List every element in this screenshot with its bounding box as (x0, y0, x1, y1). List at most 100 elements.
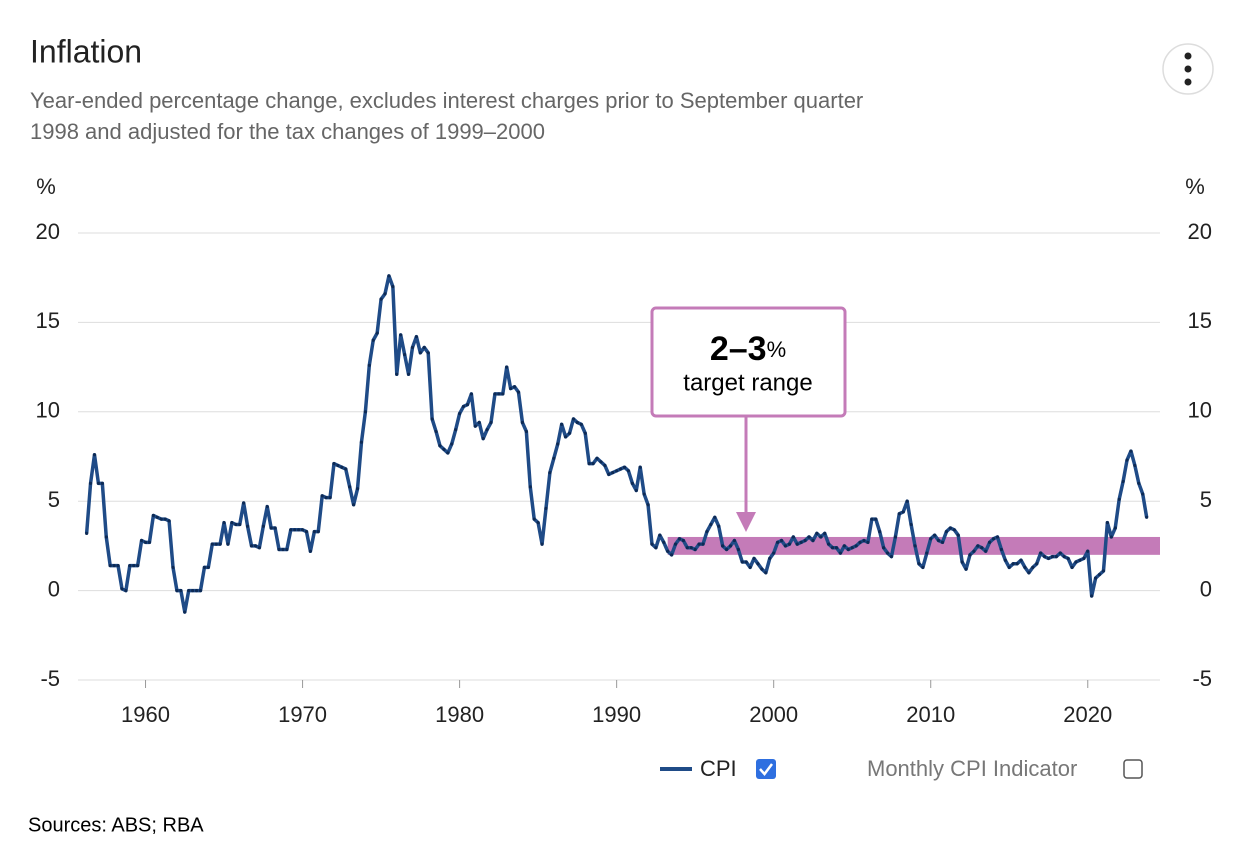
data-point (85, 531, 89, 535)
data-point (776, 540, 780, 544)
data-point (355, 487, 360, 491)
y-tick-label: 10 (36, 398, 60, 423)
data-point (772, 551, 776, 555)
data-point (1113, 526, 1117, 530)
checkmark (759, 763, 773, 776)
annotation-value: 2–3% (710, 330, 786, 368)
legend-checkbox[interactable] (1123, 759, 1143, 779)
data-point (100, 481, 104, 485)
data-point (823, 531, 827, 535)
data-point (108, 563, 112, 568)
legend-item[interactable]: CPI (660, 756, 776, 781)
data-point (422, 345, 426, 350)
data-point (618, 467, 623, 471)
data-point (261, 524, 265, 528)
data-point (795, 542, 799, 546)
data-point (179, 589, 183, 593)
y2-tick-label: 0 (1200, 576, 1212, 601)
data-point (968, 553, 972, 557)
data-point (92, 453, 97, 457)
data-point (501, 392, 505, 396)
data-point (458, 411, 462, 416)
data-point (1137, 481, 1141, 485)
data-point (842, 544, 846, 548)
data-point (540, 542, 544, 546)
y2-tick-label: 10 (1188, 398, 1212, 423)
data-point (909, 522, 913, 527)
data-point (658, 533, 662, 537)
data-point (136, 563, 140, 568)
data-point (991, 537, 996, 541)
data-point (905, 499, 909, 503)
data-point (214, 542, 218, 546)
data-point (265, 504, 269, 509)
x-tick-label: 2010 (906, 702, 955, 727)
data-point (1042, 555, 1047, 559)
data-point (352, 503, 356, 507)
chart-subtitle: 1998 and adjusted for the tax changes of… (30, 119, 545, 144)
data-point (944, 529, 949, 534)
data-point (532, 517, 536, 521)
data-point (988, 540, 992, 544)
data-point (489, 420, 493, 425)
legend-item[interactable]: Monthly CPI Indicator (867, 756, 1143, 781)
data-point (984, 549, 988, 553)
data-point (1129, 449, 1133, 453)
data-point (721, 544, 725, 548)
data-point (615, 469, 619, 473)
data-point (1109, 535, 1113, 539)
data-point (297, 528, 301, 532)
data-point (556, 442, 560, 446)
data-point (249, 544, 254, 548)
data-point (410, 345, 415, 350)
data-point (846, 547, 850, 552)
data-point (799, 540, 803, 544)
data-point (391, 285, 395, 289)
annotation-unit: % (767, 337, 787, 362)
data-point (363, 410, 367, 414)
data-point (834, 546, 839, 550)
data-point (159, 517, 163, 521)
data-point (1097, 572, 1102, 577)
data-point (827, 542, 831, 546)
x-tick-label: 2020 (1063, 702, 1112, 727)
data-point (768, 556, 772, 561)
y-axis-label: % (36, 174, 56, 199)
data-point (293, 528, 297, 532)
data-point (1058, 551, 1062, 555)
data-point (960, 560, 964, 564)
data-point (120, 587, 124, 591)
data-point (246, 524, 250, 528)
data-point (1023, 565, 1027, 569)
data-point (713, 515, 717, 519)
legend-label: CPI (700, 756, 737, 781)
data-point (147, 540, 152, 544)
data-point (124, 589, 128, 593)
menu-button[interactable] (1162, 43, 1214, 95)
y2-tick-label: 5 (1200, 487, 1212, 512)
data-point (1074, 560, 1078, 564)
legend-checkbox[interactable] (756, 759, 776, 779)
data-point (403, 352, 407, 357)
chart-title: Inflation (30, 33, 142, 69)
data-point (1101, 569, 1106, 573)
data-point (897, 512, 901, 516)
data-point (406, 372, 411, 376)
data-point (175, 589, 179, 593)
data-point (1035, 562, 1039, 566)
data-point (638, 465, 642, 469)
data-point (328, 496, 332, 500)
data-point (238, 522, 242, 527)
data-point (324, 496, 328, 500)
data-point (1121, 479, 1125, 484)
data-point (167, 519, 171, 523)
data-point (787, 542, 791, 546)
annotation-box (650, 306, 847, 418)
legend-label: Monthly CPI Indicator (867, 756, 1077, 781)
data-point (705, 529, 709, 534)
data-point (399, 333, 403, 337)
data-point (1054, 555, 1058, 559)
data-point (446, 451, 450, 455)
data-point (980, 546, 984, 550)
menu-dot (1184, 78, 1192, 86)
